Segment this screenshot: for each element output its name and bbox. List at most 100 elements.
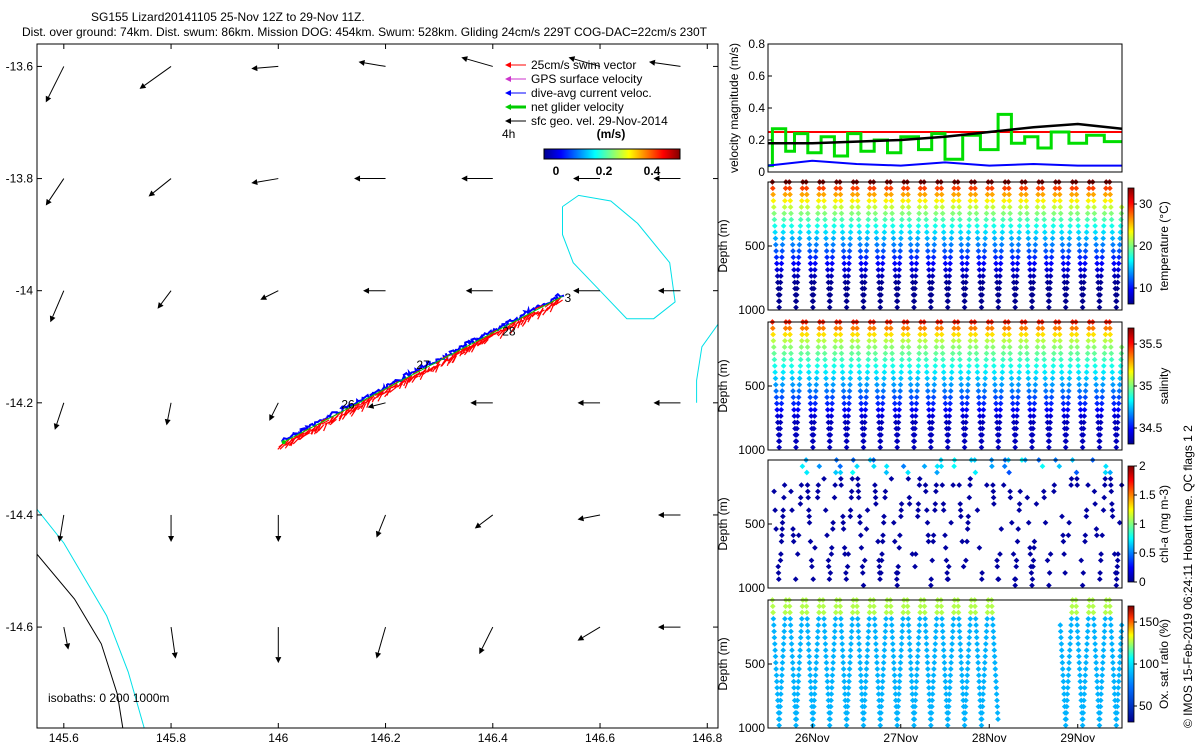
section-sample-point xyxy=(1066,653,1073,660)
section-sample-point xyxy=(1094,406,1101,413)
section-sample-point xyxy=(787,622,794,628)
section-sample-point xyxy=(984,191,991,198)
section-sample-point xyxy=(925,400,932,407)
section-sample-point xyxy=(1111,400,1117,407)
section-sample-point xyxy=(873,229,880,236)
section-sample-point xyxy=(1094,691,1101,697)
section-sample-point xyxy=(941,381,948,388)
section-sample-point xyxy=(1101,204,1108,210)
section-sample-point xyxy=(892,684,898,691)
section-colorbar-label: salinity xyxy=(1157,368,1171,405)
section-sample-point xyxy=(1075,356,1081,363)
section-sample-point xyxy=(922,615,929,622)
section-sample-point xyxy=(1060,394,1066,401)
section-sample-point xyxy=(812,394,819,401)
section-sample-point xyxy=(811,703,817,710)
section-sample-point xyxy=(1116,666,1123,672)
section-sample-point xyxy=(805,494,812,501)
section-colorbar-tick-label: 100 xyxy=(1139,657,1159,671)
section-sample-point xyxy=(948,381,954,388)
section-sample-point xyxy=(780,363,787,369)
section-sample-point xyxy=(789,647,795,654)
section-sample-point xyxy=(999,235,1005,242)
section-sample-point xyxy=(972,615,979,622)
section-sample-point xyxy=(888,191,894,198)
section-sample-point xyxy=(949,356,956,363)
section-sample-point xyxy=(914,666,920,672)
section-sample-point xyxy=(1062,570,1068,576)
section-sample-point xyxy=(894,444,901,451)
section-sample-point xyxy=(787,331,793,338)
section-sample-point xyxy=(798,197,805,204)
section-sample-point xyxy=(940,634,946,641)
geo-arrow-head xyxy=(275,535,282,542)
section-sample-point xyxy=(894,716,901,723)
section-sample-point xyxy=(1007,494,1014,501)
section-sample-point xyxy=(1100,229,1107,236)
section-sample-point xyxy=(1074,197,1080,204)
section-sample-point xyxy=(813,381,820,388)
section-sample-point xyxy=(1094,413,1101,419)
section-sample-point xyxy=(832,344,838,350)
section-sample-point xyxy=(894,304,901,311)
section-sample-point xyxy=(815,488,821,495)
section-sample-point xyxy=(972,603,978,610)
section-sample-point xyxy=(827,292,834,298)
section-sample-point xyxy=(917,185,924,192)
section-sample-point xyxy=(959,678,966,685)
geo-arrow-head xyxy=(568,56,576,62)
section-sample-point xyxy=(898,235,904,242)
section-sample-point xyxy=(1068,615,1075,622)
section-sample-point xyxy=(982,369,989,376)
section-sample-point xyxy=(790,678,797,685)
section-sample-point xyxy=(1100,235,1107,242)
section-sample-point xyxy=(1090,331,1097,338)
section-sample-point xyxy=(780,229,787,236)
swim-vector xyxy=(313,425,321,432)
section-sample-point xyxy=(879,684,886,691)
section-sample-point xyxy=(945,716,951,723)
swim-vector xyxy=(346,406,355,415)
section-sample-point xyxy=(1110,381,1116,388)
section-sample-point xyxy=(829,394,836,401)
section-sample-point xyxy=(811,425,817,432)
section-sample-point xyxy=(1097,425,1104,432)
section-sample-point xyxy=(923,229,930,236)
section-sample-point xyxy=(844,703,851,710)
section-sample-point xyxy=(890,659,897,666)
section-sample-point xyxy=(795,400,802,407)
section-sample-point xyxy=(929,285,935,292)
section-sample-point xyxy=(983,350,990,357)
section-sample-point xyxy=(840,381,847,388)
section-sample-point xyxy=(892,266,898,273)
legend-colorbar xyxy=(543,148,681,160)
section-sample-point xyxy=(857,388,864,394)
section-sample-point xyxy=(1042,375,1049,382)
section-sample-point xyxy=(964,394,971,401)
section-sample-point xyxy=(1074,337,1080,344)
section-sample-point xyxy=(1076,666,1083,672)
section-sample-point xyxy=(1080,292,1087,298)
section-sample-point xyxy=(1052,325,1059,332)
section-sample-point xyxy=(1007,356,1014,363)
section-sample-point xyxy=(1032,375,1039,382)
section-sample-point xyxy=(990,350,997,357)
section-sample-point xyxy=(1025,235,1032,242)
section-sample-point xyxy=(816,185,823,192)
swim-vector xyxy=(527,316,532,323)
section-sample-point xyxy=(1099,666,1106,672)
section-sample-point xyxy=(1040,197,1047,204)
section-sample-point xyxy=(844,298,850,305)
section-sample-point xyxy=(860,722,867,729)
section-sample-point xyxy=(849,331,856,338)
section-sample-point xyxy=(872,488,879,495)
section-sample-point xyxy=(1108,634,1115,641)
section-sample-point xyxy=(770,204,777,210)
section-sample-point xyxy=(795,406,801,413)
geo-arrow-shaft xyxy=(574,58,601,67)
section-sample-point xyxy=(951,185,957,192)
section-sample-point xyxy=(811,285,817,292)
section-sample-point xyxy=(1096,444,1103,451)
section-sample-point xyxy=(963,691,970,697)
section-sample-point xyxy=(887,185,894,192)
